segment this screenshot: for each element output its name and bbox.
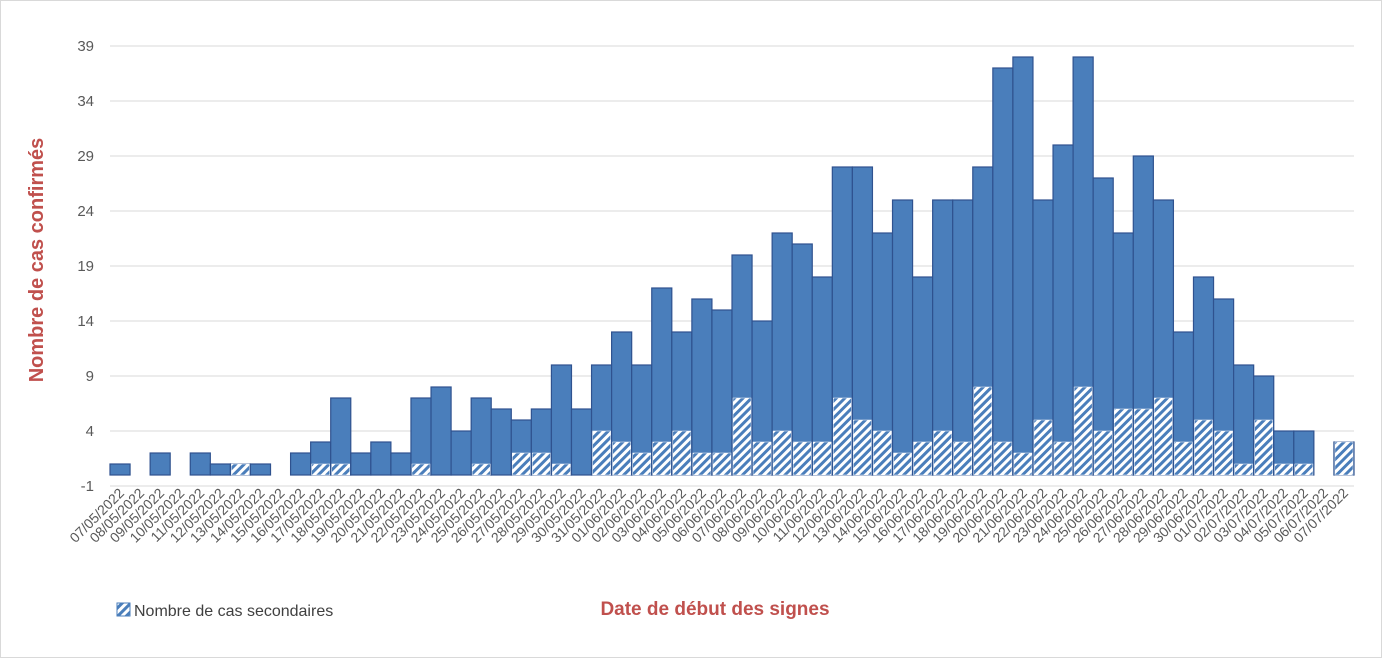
bar-secondary <box>692 452 712 476</box>
bar-total <box>1233 364 1255 476</box>
x-axis-ticks: 07/05/202208/05/202209/05/202210/05/2022… <box>66 485 1351 546</box>
y-tick-label: -1 <box>81 478 94 495</box>
bar-secondary <box>1194 419 1213 476</box>
bar-secondary <box>833 397 852 476</box>
bar-secondary <box>993 441 1013 476</box>
bar-secondary <box>311 463 330 476</box>
y-tick-label: 24 <box>77 203 94 220</box>
bar-secondary <box>512 452 531 476</box>
bar-secondary <box>1334 441 1354 476</box>
bar-total <box>1052 144 1074 476</box>
bar-secondary <box>893 452 912 476</box>
bar-total <box>1092 177 1114 476</box>
legend-swatch <box>116 602 131 617</box>
y-tick-label: 9 <box>86 368 94 385</box>
bar-total <box>691 298 713 476</box>
bar-total <box>430 386 452 476</box>
bar-secondary <box>612 441 631 476</box>
bar-total <box>249 463 272 476</box>
legend: Nombre de cas secondaires <box>116 602 333 620</box>
bar-total <box>209 463 231 476</box>
y-tick-label: 14 <box>77 313 94 330</box>
y-tick-label: 19 <box>77 258 94 275</box>
y-axis-ticks: -1 4 9 14 19 24 29 34 39 <box>77 38 94 495</box>
x-axis-title: Date de début des signes <box>600 599 829 620</box>
y-tick-label: 39 <box>77 38 94 55</box>
bar-secondary <box>1274 463 1294 476</box>
bar-secondary <box>652 441 672 476</box>
y-axis-title: Nombre de cas confirmés <box>26 138 48 383</box>
bar-secondary <box>913 441 932 476</box>
bar-total <box>450 430 472 476</box>
bar-secondary <box>813 441 832 476</box>
bar-total <box>952 199 974 476</box>
bar-secondary <box>953 441 973 476</box>
bar-secondary <box>1174 441 1193 476</box>
bar-secondary <box>873 430 892 476</box>
y-tick-label: 34 <box>77 93 94 110</box>
bar-secondary <box>592 430 611 476</box>
bar-secondary <box>532 452 551 476</box>
bar-secondary <box>1254 419 1273 476</box>
bar-total <box>570 408 593 476</box>
bar-total <box>109 463 131 476</box>
bar-total <box>149 452 171 476</box>
bar-secondary <box>1294 463 1314 476</box>
bar-secondary <box>752 441 772 476</box>
bar-secondary <box>1033 419 1053 476</box>
bar-secondary <box>411 463 431 476</box>
bar-secondary <box>973 386 993 476</box>
bar-secondary <box>672 430 692 476</box>
bar-secondary <box>1154 397 1173 476</box>
bar-secondary <box>792 441 812 476</box>
bar-secondary <box>331 463 351 476</box>
bar-total <box>370 441 392 476</box>
bar-secondary <box>1093 430 1113 476</box>
bar-total <box>289 452 312 476</box>
bar-secondary <box>772 430 792 476</box>
bar-secondary <box>552 463 571 476</box>
bar-total <box>390 452 412 476</box>
bar-secondary <box>1234 463 1253 476</box>
bar-total <box>410 397 432 476</box>
bar-total <box>992 67 1014 476</box>
bar-secondary <box>732 397 752 476</box>
bar-secondary <box>1053 441 1073 476</box>
bar-secondary <box>1013 452 1033 476</box>
legend-label: Nombre de cas secondaires <box>134 603 333 620</box>
bars <box>109 56 1355 476</box>
y-tick-label: 29 <box>77 148 94 165</box>
bar-secondary <box>1134 408 1153 476</box>
bar-total <box>490 408 512 476</box>
y-tick-label: 4 <box>86 423 94 440</box>
bar-secondary <box>1214 430 1233 476</box>
bar-total <box>350 452 372 476</box>
bar-total <box>470 397 492 476</box>
bar-total <box>330 397 352 476</box>
bar-total <box>550 364 573 476</box>
bar-secondary <box>1113 408 1133 476</box>
bar-secondary <box>632 452 651 476</box>
bar-secondary <box>933 430 952 476</box>
bar-secondary <box>1073 386 1093 476</box>
bar-total <box>711 309 733 476</box>
bar-secondary <box>712 452 732 476</box>
bar-secondary <box>231 463 250 476</box>
bar-secondary <box>471 463 491 476</box>
bar-total <box>189 452 211 476</box>
bar-total <box>891 199 914 476</box>
bar-secondary <box>853 419 872 476</box>
bar-total <box>791 243 813 476</box>
bar-total <box>1012 56 1034 476</box>
